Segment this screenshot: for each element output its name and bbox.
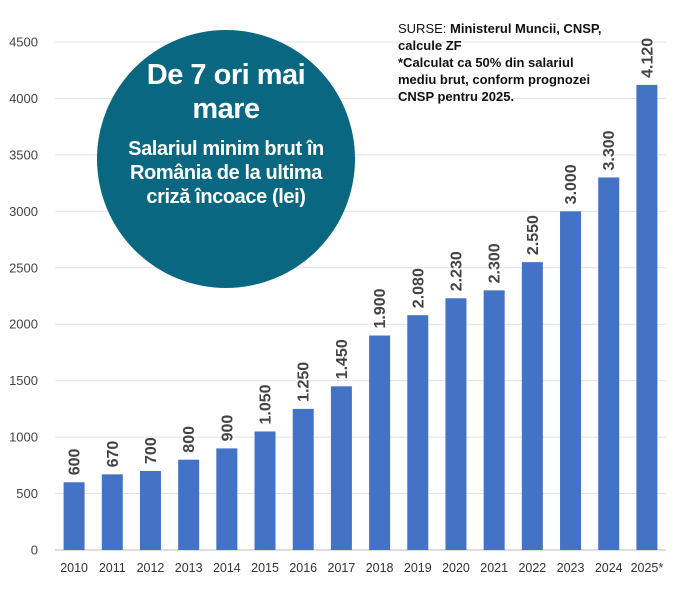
y-tick-label: 0 [31,543,38,558]
y-tick-label: 1500 [9,373,38,388]
bar [560,211,582,551]
bar [139,470,161,550]
data-label: 2.550 [525,215,542,255]
x-tick-label: 2024 [595,561,623,575]
y-tick-label: 1000 [9,430,38,445]
x-tick-label: 2016 [289,561,317,575]
data-label: 1.450 [334,339,351,379]
bar [254,431,276,550]
data-label: 600 [67,448,84,475]
data-label: 3.000 [563,164,580,204]
y-tick-label: 500 [16,486,38,501]
bar [483,290,505,550]
y-tick-label: 3000 [9,204,38,219]
bar [216,448,238,550]
x-tick-label: 2010 [60,561,88,575]
sources-label: SURSE: [398,21,447,36]
bar [101,474,123,550]
y-tick-label: 4000 [9,91,38,106]
data-label: 2.300 [487,243,504,283]
bar [292,408,314,550]
x-tick-label: 2015 [251,561,279,575]
x-tick-label: 2014 [213,561,241,575]
bar [636,84,658,551]
x-tick-label: 2025* [631,561,664,575]
footnote: *Calculat ca 50% din salariul mediu brut… [398,55,591,104]
headline-bubble: De 7 ori mai mare Salariul minim brut în… [97,30,355,288]
x-tick-label: 2018 [366,561,394,575]
bar [407,315,429,550]
x-tick-label: 2020 [442,561,470,575]
x-tick-label: 2023 [557,561,585,575]
x-tick-label: 2012 [137,561,165,575]
bubble-subtitle: Salariul minim brut în România de la ult… [128,138,324,208]
bar [369,335,391,550]
bubble-headline: De 7 ori mai mare [146,59,306,125]
data-label: 2.230 [448,251,465,291]
sources-note: SURSE: Ministerul Muncii, CNSP, calcule … [398,20,608,105]
x-tick-label: 2011 [99,561,126,575]
y-tick-label: 2000 [9,317,38,332]
y-tick-label: 3500 [9,147,38,162]
y-tick-label: 2500 [9,260,38,275]
data-label: 1.900 [372,288,389,328]
data-label: 800 [181,426,198,453]
bar [521,262,543,550]
data-label: 900 [219,415,236,442]
bar [178,459,200,550]
data-label: 1.250 [296,362,313,402]
y-tick-label: 4500 [9,35,38,50]
bar [330,386,352,550]
x-tick-label: 2013 [175,561,203,575]
data-label: 700 [143,437,160,464]
x-tick-label: 2019 [404,561,432,575]
data-label: 670 [105,441,122,468]
bar [63,482,85,550]
sources-text: Ministerul Muncii, CNSP, calcule ZF [398,21,602,53]
data-label: 3.300 [601,130,618,170]
x-tick-label: 2017 [328,561,356,575]
data-label: 1.050 [258,384,275,424]
bar [445,298,467,550]
data-label: 4.120 [639,38,656,78]
x-tick-label: 2022 [518,561,546,575]
x-tick-label: 2021 [480,561,508,575]
data-label: 2.080 [410,268,427,308]
bar [598,177,620,550]
